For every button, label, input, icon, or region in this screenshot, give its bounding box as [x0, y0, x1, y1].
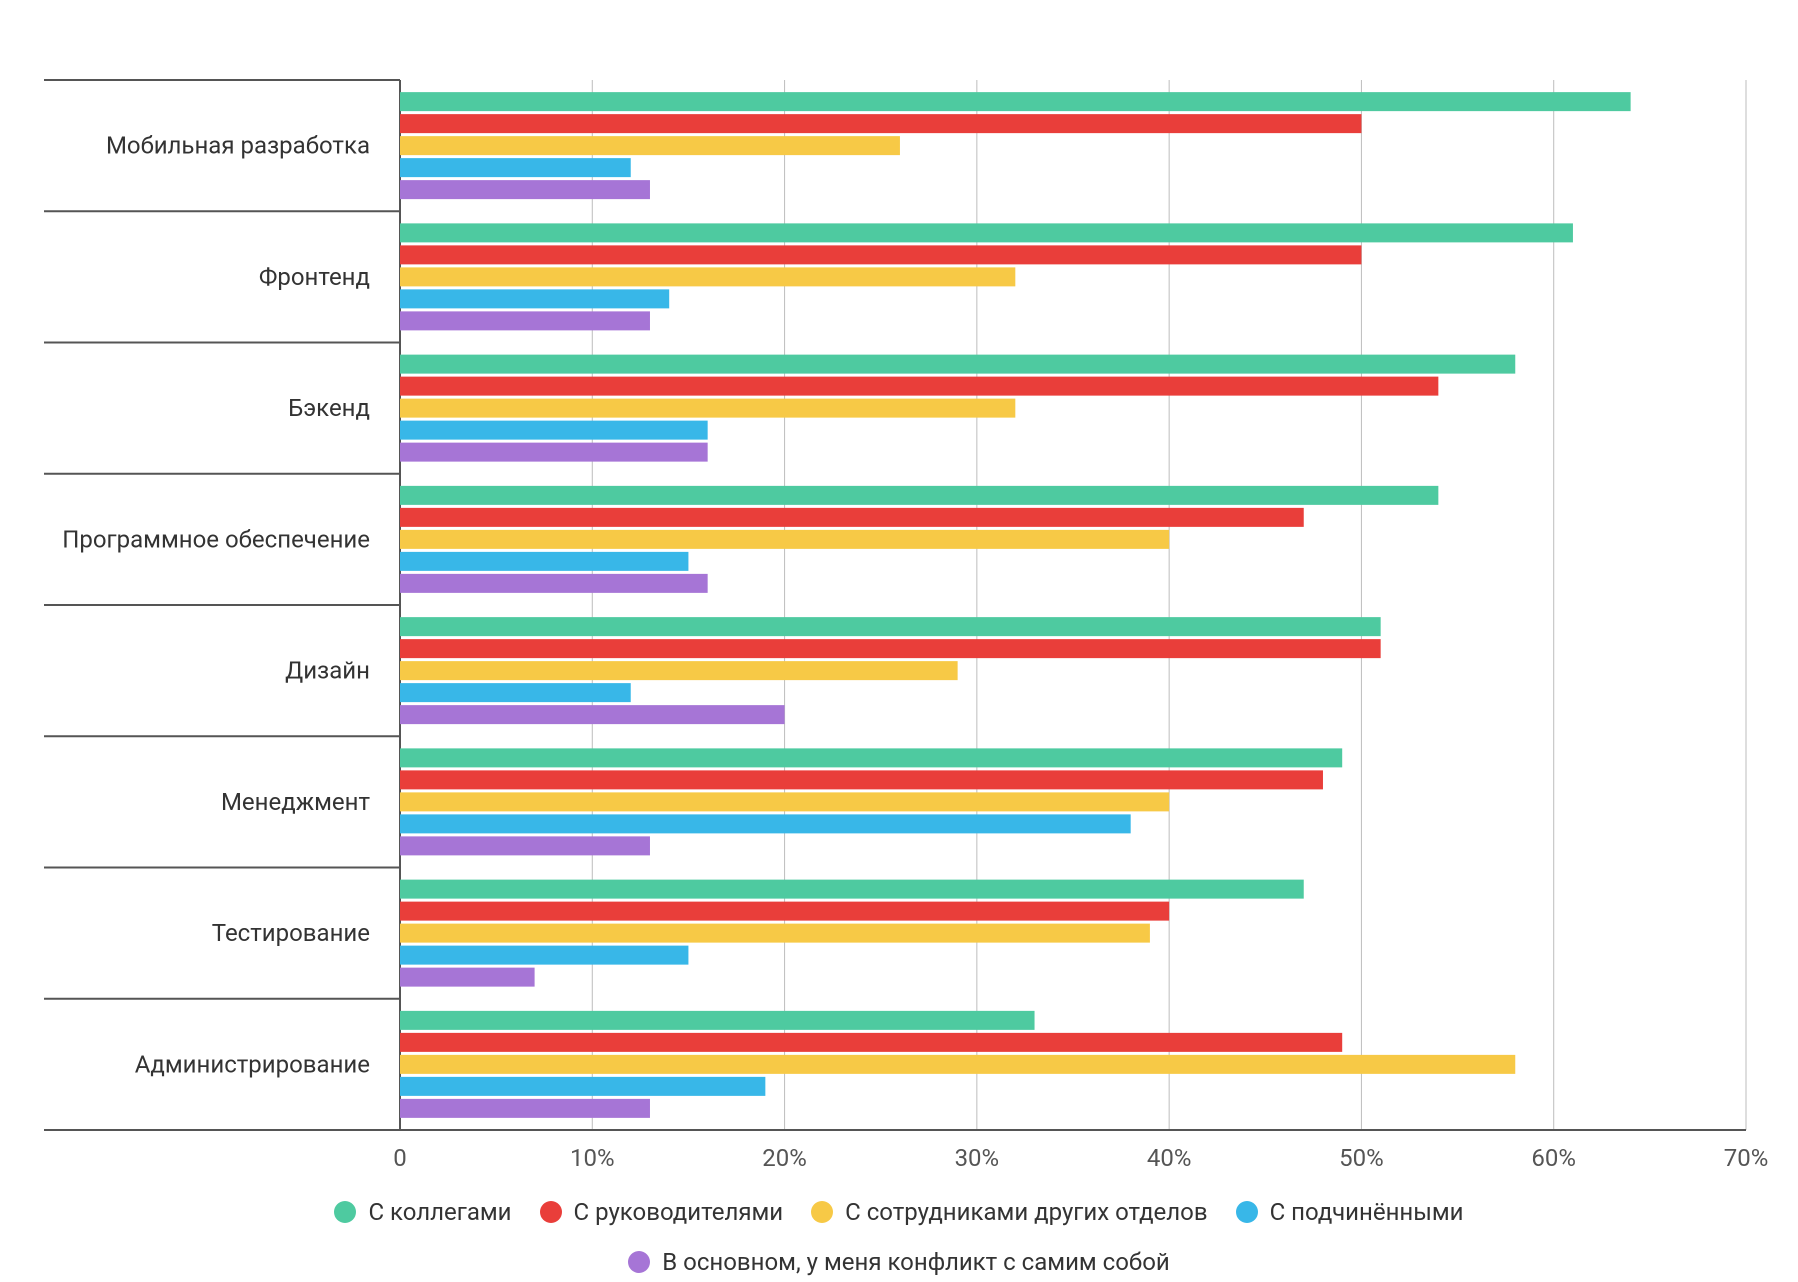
bar — [400, 924, 1150, 943]
bar — [400, 377, 1438, 396]
bar — [400, 289, 669, 308]
x-tick-label: 70% — [1724, 1144, 1769, 1170]
legend-row-1: С коллегами С руководителями С сотрудникам… — [0, 1198, 1798, 1226]
chart-container: 0 10% 20% 30% 40% 50% 60% 70% Мобильная разработ… — [0, 0, 1798, 1282]
bar — [400, 114, 1361, 133]
x-tick-label: 50% — [1339, 1144, 1384, 1170]
bar — [400, 136, 900, 155]
bar — [400, 770, 1323, 789]
bar — [400, 245, 1361, 264]
category-label: Бэкенд — [288, 394, 370, 422]
bar — [400, 180, 650, 199]
bar — [400, 617, 1381, 636]
legend-label: С руководителями — [574, 1198, 784, 1226]
legend-swatch — [540, 1201, 562, 1223]
bar — [400, 486, 1438, 505]
x-tick-label: 10% — [570, 1144, 615, 1170]
x-tick-label: 40% — [1147, 1144, 1192, 1170]
bar — [400, 355, 1515, 374]
bar-chart: 0 10% 20% 30% 40% 50% 60% 70% Мобильная разработ… — [0, 0, 1798, 1170]
bar — [400, 530, 1169, 549]
legend-label: В основном, у меня конфликт с самим собо… — [662, 1248, 1170, 1276]
bar — [400, 508, 1304, 527]
x-tick-label: 60% — [1531, 1144, 1576, 1170]
bar — [400, 968, 535, 987]
category-label: Администрирование — [135, 1050, 370, 1078]
bar — [400, 1077, 765, 1096]
bar — [400, 223, 1573, 242]
bar — [400, 792, 1169, 811]
legend-swatch — [1236, 1201, 1258, 1223]
category-label: Программное обеспечение — [62, 525, 370, 553]
bar — [400, 639, 1381, 658]
legend-row-2: В основном, у меня конфликт с самим собо… — [0, 1248, 1798, 1276]
bar — [400, 1055, 1515, 1074]
bar — [400, 399, 1015, 418]
bar — [400, 158, 631, 177]
legend-swatch — [334, 1201, 356, 1223]
x-tick-label: 30% — [955, 1144, 1000, 1170]
bar — [400, 946, 688, 965]
bar — [400, 836, 650, 855]
bar — [400, 92, 1631, 111]
category-label: Дизайн — [285, 657, 370, 685]
legend-label: С подчинёнными — [1270, 1198, 1464, 1226]
bar — [400, 748, 1342, 767]
bar — [400, 267, 1015, 286]
bar — [400, 1033, 1342, 1052]
legend-item: С сотрудниками других отделов — [811, 1198, 1207, 1226]
bar — [400, 880, 1304, 899]
bar — [400, 1099, 650, 1118]
category-label: Фронтенд — [259, 263, 370, 291]
bar — [400, 661, 958, 680]
legend-label: С коллегами — [368, 1198, 511, 1226]
bar — [400, 705, 785, 724]
legend-swatch — [811, 1201, 833, 1223]
legend-item: С коллегами — [334, 1198, 511, 1226]
bar — [400, 574, 708, 593]
category-label: Менеджмент — [221, 788, 370, 816]
legend-item: С подчинёнными — [1236, 1198, 1464, 1226]
x-tick-label: 0 — [393, 1144, 407, 1170]
bar — [400, 443, 708, 462]
legend-item: С руководителями — [540, 1198, 784, 1226]
bar — [400, 552, 688, 571]
bar — [400, 814, 1131, 833]
legend-swatch — [628, 1251, 650, 1273]
legend-label: С сотрудниками других отделов — [845, 1198, 1207, 1226]
x-tick-label: 20% — [762, 1144, 807, 1170]
bar — [400, 421, 708, 440]
bar — [400, 1011, 1035, 1030]
legend-item: В основном, у меня конфликт с самим собо… — [628, 1248, 1170, 1276]
bar — [400, 902, 1169, 921]
bar — [400, 683, 631, 702]
category-label: Тестирование — [212, 919, 370, 947]
category-label: Мобильная разработка — [106, 132, 370, 160]
bar — [400, 311, 650, 330]
